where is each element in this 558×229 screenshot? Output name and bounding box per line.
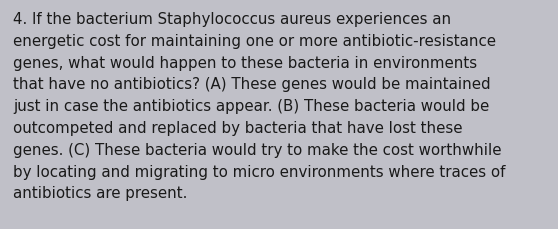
Text: just in case the antibiotics appear. (B) These bacteria would be: just in case the antibiotics appear. (B)… [13, 99, 489, 114]
Text: antibiotics are present.: antibiotics are present. [13, 185, 187, 201]
Text: genes, what would happen to these bacteria in environments: genes, what would happen to these bacter… [13, 55, 477, 70]
Text: 4. If the bacterium Staphylococcus aureus experiences an: 4. If the bacterium Staphylococcus aureu… [13, 12, 451, 27]
Text: outcompeted and replaced by bacteria that have lost these: outcompeted and replaced by bacteria tha… [13, 120, 463, 135]
Text: that have no antibiotics? (A) These genes would be maintained: that have no antibiotics? (A) These gene… [13, 77, 490, 92]
Text: genes. (C) These bacteria would try to make the cost worthwhile: genes. (C) These bacteria would try to m… [13, 142, 502, 157]
Text: energetic cost for maintaining one or more antibiotic-resistance: energetic cost for maintaining one or mo… [13, 34, 496, 49]
Text: by locating and migrating to micro environments where traces of: by locating and migrating to micro envir… [13, 164, 506, 179]
